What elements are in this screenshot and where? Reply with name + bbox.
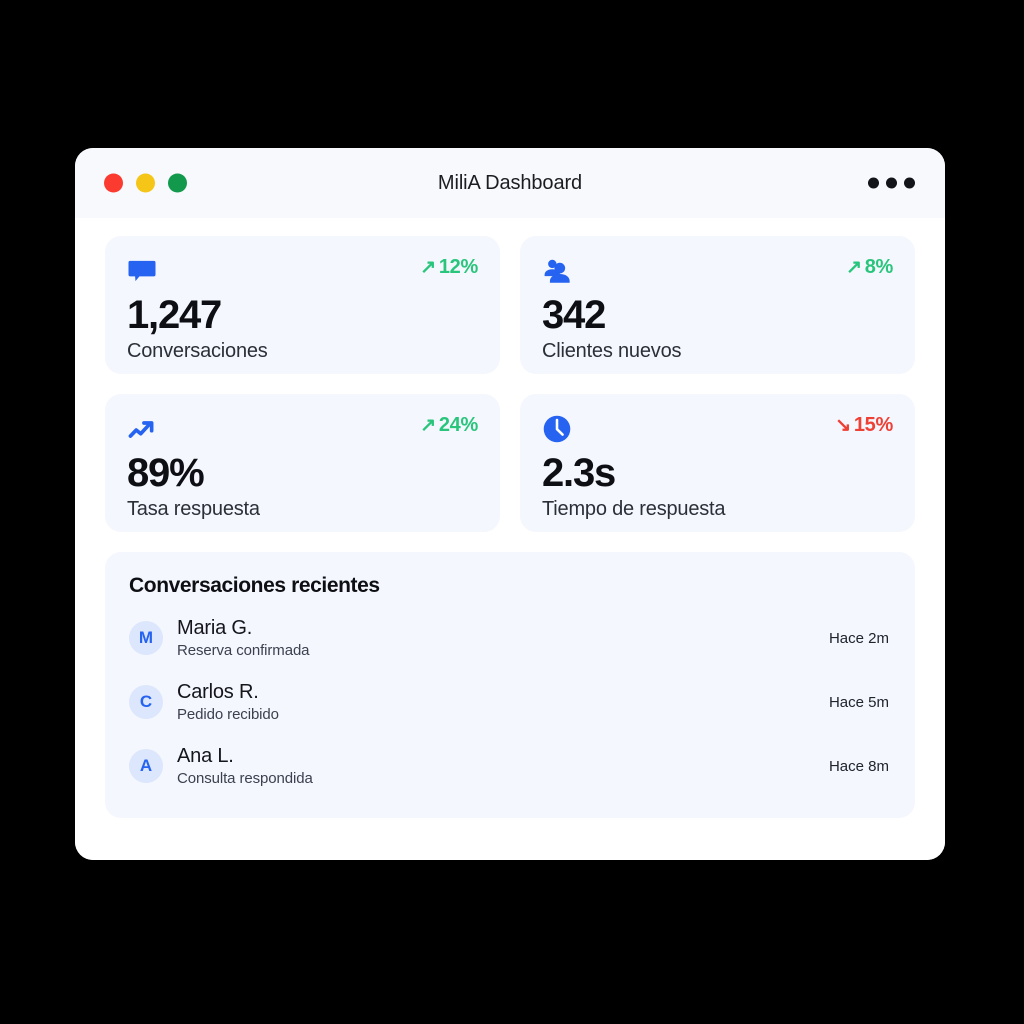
list-item[interactable]: C Carlos R. Pedido recibido Hace 5m bbox=[129, 670, 891, 734]
chat-bubble-icon bbox=[128, 260, 156, 282]
stat-delta-value: 24% bbox=[438, 414, 478, 436]
stat-delta-badge: ↘ 15% bbox=[835, 414, 893, 437]
stat-card-tasa-respuesta[interactable]: ↗ 24% 89% Tasa respuesta bbox=[105, 394, 500, 532]
conversation-status: Consulta respondida bbox=[177, 770, 313, 787]
recent-conversations-panel: Conversaciones recientes M Maria G. Rese… bbox=[105, 552, 915, 818]
trend-arrow-icon: ↗ bbox=[420, 415, 436, 436]
stat-card-header: ↗ 8% bbox=[542, 256, 893, 290]
list-item-text: Ana L. Consulta respondida bbox=[177, 745, 815, 787]
stat-card-clientes-nuevos[interactable]: ↗ 8% 342 Clientes nuevos bbox=[520, 236, 915, 374]
conversation-timestamp: Hace 5m bbox=[828, 693, 889, 711]
stat-delta-value: 8% bbox=[864, 256, 894, 278]
stat-label: Tiempo de respuesta bbox=[542, 498, 726, 520]
contact-name: Carlos R. bbox=[177, 681, 259, 703]
stat-value: 89% bbox=[127, 451, 205, 495]
list-item[interactable]: M Maria G. Reserva confirmada Hace 2m bbox=[129, 606, 891, 670]
stat-card-header: ↗ 24% bbox=[127, 414, 478, 448]
stat-delta-badge: ↗ 12% bbox=[420, 256, 478, 279]
stat-card-tiempo-respuesta[interactable]: ↘ 15% 2.3s Tiempo de respuesta bbox=[520, 394, 915, 532]
contact-name: Maria G. bbox=[177, 617, 253, 639]
window-title: MiliA Dashboard bbox=[437, 171, 583, 194]
dashboard-content: ↗ 12% 1,247 Conversaciones bbox=[75, 218, 945, 860]
traffic-light-controls bbox=[104, 173, 187, 193]
contact-name: Ana L. bbox=[177, 745, 234, 767]
stat-card-header: ↘ 15% bbox=[542, 414, 893, 448]
trend-arrow-icon: ↗ bbox=[420, 257, 436, 278]
minimize-window-button[interactable] bbox=[136, 173, 155, 193]
stat-delta-value: 15% bbox=[853, 414, 893, 436]
stat-card-header: ↗ 12% bbox=[127, 256, 478, 290]
stat-label: Tasa respuesta bbox=[127, 498, 260, 520]
trending-up-icon bbox=[128, 421, 154, 438]
trend-arrow-icon: ↘ bbox=[835, 415, 851, 436]
conversation-status: Pedido recibido bbox=[177, 706, 279, 723]
stat-value: 342 bbox=[542, 293, 606, 337]
window-titlebar: MiliA Dashboard bbox=[75, 148, 945, 218]
conversation-timestamp: Hace 2m bbox=[828, 629, 889, 647]
recent-conversations-title: Conversaciones recientes bbox=[129, 574, 380, 597]
stat-delta-value: 12% bbox=[438, 256, 478, 278]
stat-label: Clientes nuevos bbox=[542, 340, 682, 362]
stat-delta-badge: ↗ 24% bbox=[420, 414, 478, 437]
avatar: A bbox=[129, 749, 163, 783]
trend-arrow-icon: ↗ bbox=[846, 257, 862, 278]
avatar: C bbox=[129, 685, 163, 719]
list-item[interactable]: A Ana L. Consulta respondida Hace 8m bbox=[129, 734, 891, 798]
stat-value: 1,247 bbox=[127, 293, 222, 337]
maximize-window-button[interactable] bbox=[168, 173, 187, 193]
stat-card-grid: ↗ 12% 1,247 Conversaciones bbox=[105, 236, 915, 532]
users-icon bbox=[544, 259, 570, 283]
stat-label: Conversaciones bbox=[127, 340, 268, 362]
more-horizontal-icon[interactable] bbox=[868, 177, 915, 189]
list-item-text: Maria G. Reserva confirmada bbox=[177, 617, 815, 659]
app-window: MiliA Dashboard ↗ 12% bbox=[75, 148, 945, 860]
stat-delta-badge: ↗ 8% bbox=[846, 256, 893, 279]
stat-value: 2.3s bbox=[542, 451, 616, 495]
conversation-timestamp: Hace 8m bbox=[828, 757, 889, 775]
close-window-button[interactable] bbox=[104, 173, 123, 193]
stat-card-conversaciones[interactable]: ↗ 12% 1,247 Conversaciones bbox=[105, 236, 500, 374]
avatar: M bbox=[129, 621, 163, 655]
conversation-status: Reserva confirmada bbox=[177, 642, 310, 659]
clock-icon bbox=[543, 415, 571, 443]
list-item-text: Carlos R. Pedido recibido bbox=[177, 681, 815, 723]
